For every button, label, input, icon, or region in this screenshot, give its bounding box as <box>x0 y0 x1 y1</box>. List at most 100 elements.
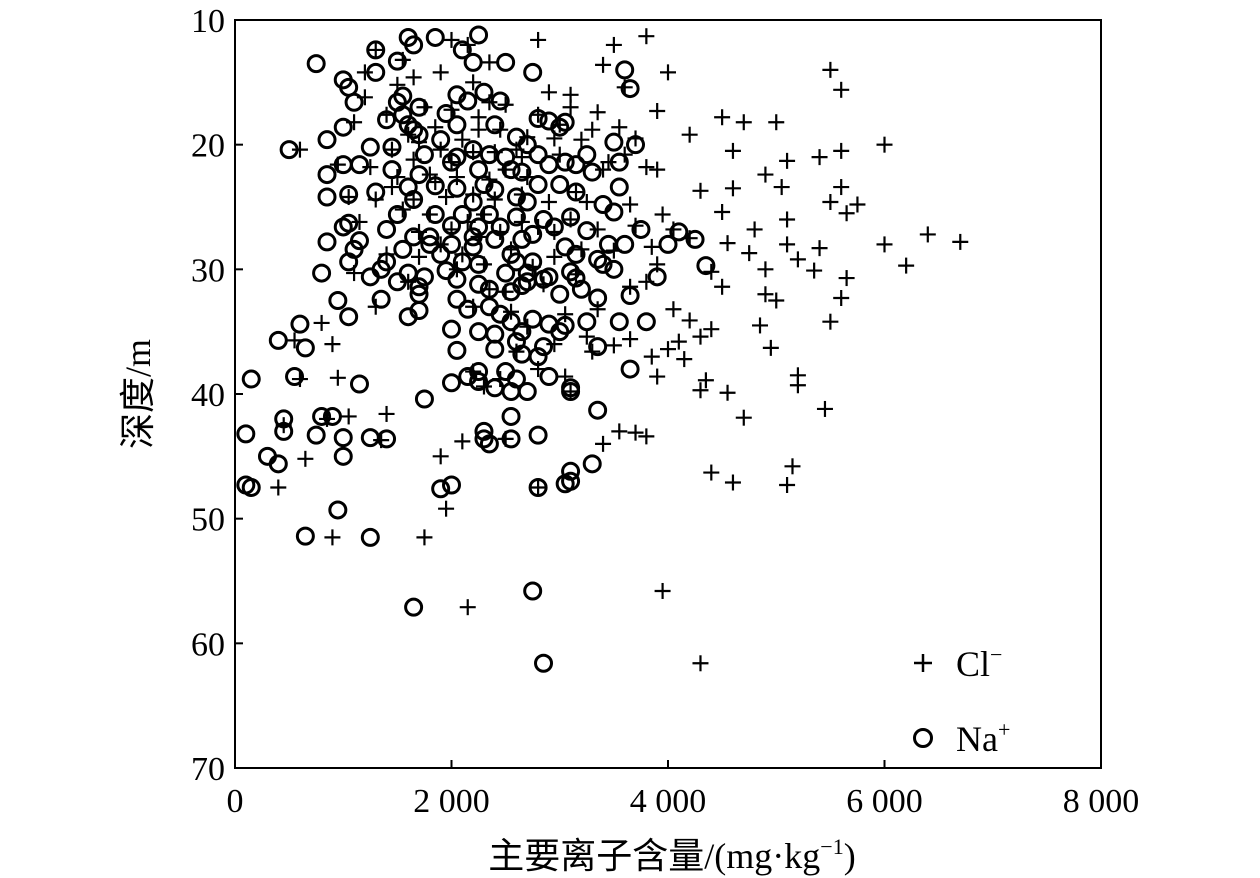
cl-point <box>724 180 741 197</box>
cl-point <box>605 337 622 354</box>
na-point <box>598 234 618 254</box>
cl-point <box>876 236 893 253</box>
cl-point <box>324 336 341 353</box>
na-point <box>501 429 521 449</box>
cl-point <box>432 448 449 465</box>
na-point <box>479 204 499 224</box>
na-point <box>620 286 640 306</box>
cl-point <box>833 81 850 98</box>
na-point <box>458 299 478 319</box>
na-point <box>490 91 510 111</box>
na-point <box>523 224 543 244</box>
y-tick-label: 20 <box>191 128 225 165</box>
cl-point <box>454 433 471 450</box>
legend-label-cl: Cl− <box>956 642 1002 684</box>
na-point <box>387 272 407 292</box>
na-point <box>593 254 613 274</box>
legend-marker-plus-icon <box>914 654 932 672</box>
na-point <box>317 130 337 150</box>
na-point <box>636 312 656 332</box>
na-point <box>409 277 429 297</box>
na-point <box>512 322 532 342</box>
na-point <box>512 229 532 249</box>
na-point <box>328 291 348 310</box>
na-point <box>431 130 451 150</box>
na-point <box>339 185 359 205</box>
na-point <box>312 406 332 426</box>
na-point <box>463 52 483 72</box>
cl-point <box>638 159 655 176</box>
na-point <box>588 400 608 420</box>
na-point <box>404 120 424 140</box>
legend-label-na: Na+ <box>956 717 1010 759</box>
na-point <box>479 145 499 165</box>
cl-point <box>757 286 774 303</box>
cl-point <box>735 409 752 426</box>
na-point <box>458 91 478 111</box>
cl-point <box>638 28 655 45</box>
na-point <box>550 284 570 304</box>
na-point <box>414 389 434 409</box>
cl-point <box>605 36 622 53</box>
na-point <box>274 409 294 429</box>
na-point <box>404 190 424 210</box>
cl-point <box>692 182 709 199</box>
cl-point <box>779 152 796 169</box>
na-point <box>447 147 467 167</box>
na-point <box>436 104 456 123</box>
na-point <box>328 500 348 520</box>
cl-point <box>595 435 612 452</box>
na-point <box>344 92 364 112</box>
cl-point <box>481 54 498 71</box>
cl-point <box>557 306 574 323</box>
na-point <box>469 25 489 45</box>
na-point <box>442 234 461 254</box>
na-point <box>463 227 483 247</box>
na-point <box>485 339 505 359</box>
na-point <box>360 137 380 157</box>
na-point <box>382 137 402 157</box>
x-axis-ticks: 0 2 000 4 000 6 000 8 000 <box>227 760 1139 820</box>
na-point <box>555 112 575 132</box>
cl-point <box>465 298 482 315</box>
cl-point <box>351 213 368 230</box>
na-point <box>420 227 440 247</box>
na-point <box>528 108 548 128</box>
x-tick-label: 2 000 <box>413 783 490 820</box>
cl-point <box>697 372 714 389</box>
na-point <box>550 175 570 195</box>
na-point <box>685 229 705 249</box>
cl-point <box>530 31 547 48</box>
cl-point <box>627 424 644 441</box>
x-tick-label: 6 000 <box>846 783 923 820</box>
cl-point <box>356 64 373 81</box>
cl-point <box>297 450 314 467</box>
na-point <box>474 429 494 449</box>
na-point <box>371 289 391 309</box>
cl-point <box>838 270 855 287</box>
na-point <box>517 192 537 212</box>
na-point <box>539 155 559 175</box>
cl-point <box>789 377 806 394</box>
cl-point <box>584 121 601 138</box>
cl-point <box>578 194 595 211</box>
na-point <box>425 176 445 196</box>
cl-point <box>573 131 590 148</box>
na-point <box>404 35 424 55</box>
na-point <box>431 244 451 264</box>
cl-point <box>665 221 682 238</box>
cl-point <box>411 248 428 265</box>
na-point <box>333 155 353 175</box>
cl-point <box>622 196 639 213</box>
na-point <box>333 117 353 137</box>
na-point <box>588 288 608 308</box>
cl-point <box>362 159 379 176</box>
legend-marker-circle-icon <box>913 728 933 748</box>
cl-point <box>654 582 671 599</box>
na-point <box>360 267 380 287</box>
na-point <box>312 263 332 283</box>
na-point <box>279 140 299 160</box>
cl-point <box>383 179 400 196</box>
na-point <box>534 337 554 357</box>
